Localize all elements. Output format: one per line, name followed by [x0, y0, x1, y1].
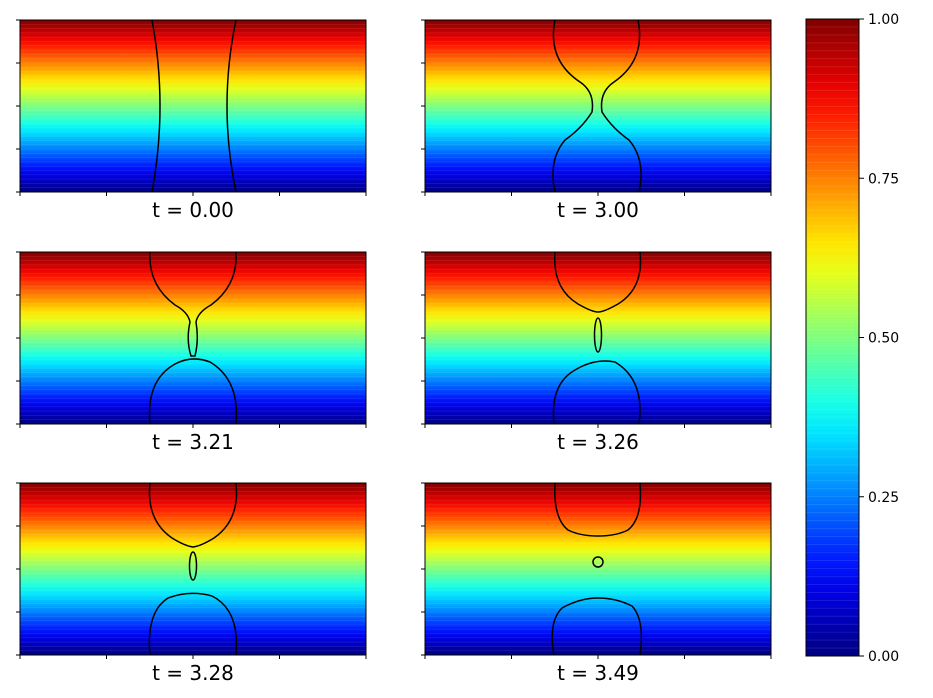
panel-4-lower-drop [552, 360, 641, 425]
panel-2-interface-right [600, 19, 642, 193]
panel-5-ticks [16, 482, 367, 659]
panel-6-ticks [421, 482, 772, 659]
panel-1-field [20, 20, 366, 192]
panel-6-field [425, 483, 771, 655]
panel-1-contours [20, 23, 366, 188]
panel-6: t = 3.49 [421, 482, 772, 685]
panel-3-lower-drop [148, 358, 238, 425]
panel-5-title: t = 3.28 [152, 661, 234, 685]
colorbar-tick-label: 0.00 [868, 649, 899, 665]
panel-5-upper-drop [148, 482, 238, 548]
panel-2-interface-left [552, 19, 594, 193]
colorbar-tick-label: 0.25 [868, 490, 899, 506]
colorbar: 0.00 0.25 0.50 0.75 1.00 [805, 12, 899, 665]
panel-4: t = 3.26 [421, 251, 772, 454]
panel-1: t = 0.00 [16, 19, 367, 222]
panel-4-field [425, 252, 771, 424]
panel-4-title: t = 3.26 [557, 430, 639, 454]
panel-2-field [425, 20, 771, 192]
panel-4-contours [425, 255, 771, 421]
panel-5-contours [20, 486, 366, 652]
colorbar-ticks: 0.00 0.25 0.50 0.75 1.00 [859, 12, 899, 665]
panel-3-contours [20, 255, 366, 421]
panel-4-upper-drop [553, 251, 642, 313]
panel-3-ticks [16, 251, 367, 428]
panel-1-interface-right [226, 19, 237, 193]
panel-6-satellite-droplet [592, 556, 604, 568]
panel-4-ligament [593, 317, 603, 353]
panel-3: t = 3.21 [16, 251, 367, 454]
panel-1-title: t = 0.00 [152, 198, 234, 222]
panel-6-upper-drop [554, 482, 642, 537]
panel-4-ticks [421, 251, 772, 428]
panel-6-contours [425, 486, 771, 652]
colorbar-tick-label: 0.75 [868, 171, 899, 187]
colorbar-tick-label: 0.50 [868, 331, 899, 347]
panel-3-upper-drop [149, 251, 237, 357]
panel-5: t = 3.28 [16, 482, 367, 685]
panel-5-ligament [188, 551, 198, 581]
panel-6-title: t = 3.49 [557, 661, 639, 685]
panel-3-title: t = 3.21 [152, 430, 234, 454]
panel-1-ticks [16, 19, 367, 196]
colorbar-tick-label: 1.00 [868, 12, 899, 28]
panel-1-interface [151, 19, 161, 193]
panel-2-ticks [421, 19, 772, 196]
panel-2-title: t = 3.00 [557, 198, 639, 222]
colorbar-fill [806, 19, 859, 656]
panel-5-lower-drop [148, 592, 238, 656]
panel-5-field [20, 483, 366, 655]
panel-6-lower-drop [551, 597, 643, 656]
panel-2-contours [425, 23, 771, 188]
panel-3-field [20, 252, 366, 424]
colorbar-stripes [806, 26, 859, 649]
panel-2: t = 3.00 [421, 19, 772, 222]
